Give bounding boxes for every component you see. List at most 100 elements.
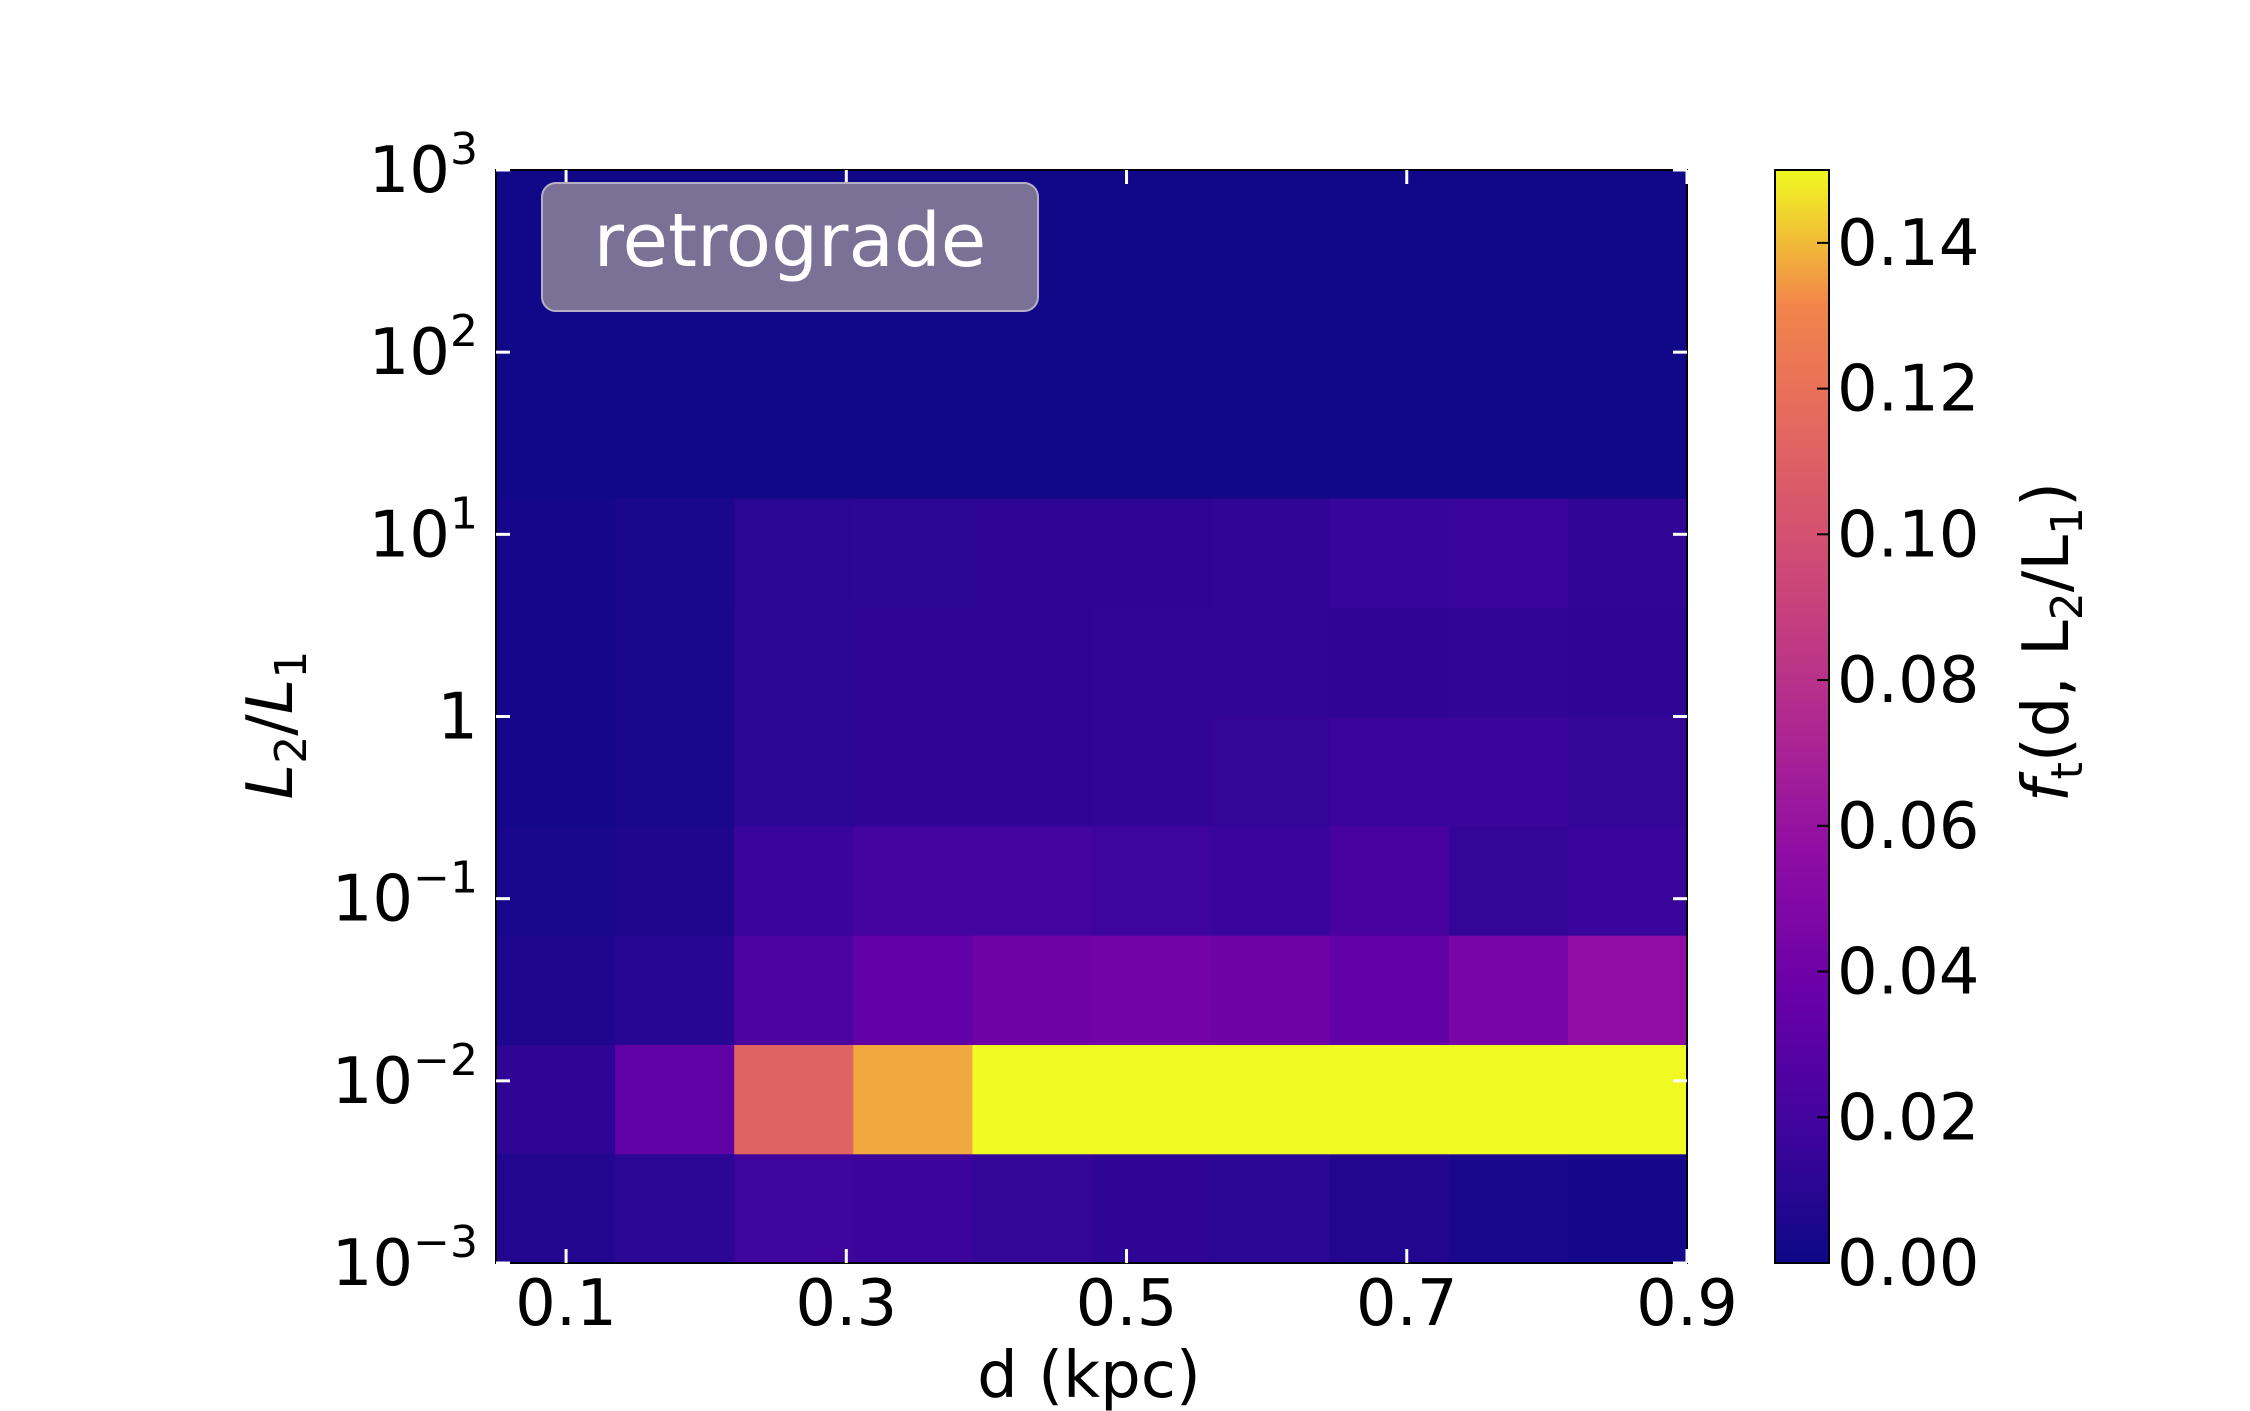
heatmap-cell: [1210, 1044, 1331, 1155]
heatmap-cell: [853, 607, 973, 718]
x-tick-labels: 0.1 0.3 0.5 0.7 0.9: [515, 1267, 1738, 1341]
heatmap-cell: [1329, 716, 1450, 827]
heatmap-cell: [972, 716, 1093, 827]
heatmap-cell: [615, 1153, 735, 1264]
heatmap-cell: [1567, 170, 1688, 499]
colorbar-tick-label: 0.08: [1837, 644, 1980, 718]
heatmap-cell: [1448, 170, 1569, 499]
heatmap-cell: [1448, 716, 1569, 827]
heatmap-cell: [1567, 716, 1688, 827]
heatmap-cell: [1091, 497, 1212, 608]
heatmap-cell: [615, 825, 735, 936]
heatmap-cell: [1448, 497, 1569, 608]
heatmap-cell: [1210, 497, 1331, 608]
heatmap-cell: [734, 1153, 854, 1264]
colorbar-tick-label: 0.02: [1837, 1081, 1980, 1155]
heatmap-cell: [496, 497, 616, 608]
heatmap-cell: [1091, 935, 1212, 1045]
colorbar-tick-label: 0.06: [1837, 790, 1980, 864]
heatmap-cell: [853, 1153, 973, 1264]
heatmap-cell: [972, 607, 1093, 718]
y-tick-label: 1: [437, 681, 478, 755]
heatmap-cell: [615, 935, 735, 1045]
y-tick-label: 101: [369, 488, 478, 572]
heatmap-cell: [972, 1044, 1093, 1155]
heatmap-cell: [853, 716, 973, 827]
x-tick-label: 0.9: [1636, 1267, 1738, 1341]
heatmap-cell: [1567, 497, 1688, 608]
colorbar-label: ft(d, L2/L1): [2010, 482, 2093, 802]
heatmap-cell: [615, 716, 735, 827]
heatmap-cell: [1210, 170, 1331, 499]
heatmap-cell: [734, 716, 854, 827]
heatmap-cell: [1448, 607, 1569, 718]
heatmap-cell: [1210, 1153, 1331, 1264]
heatmap-cell: [853, 497, 973, 608]
y-tick-label: 10−3: [332, 1217, 478, 1301]
heatmap-cell: [1329, 1044, 1450, 1155]
heatmap-cell: [1567, 1153, 1688, 1264]
heatmap-cell: [972, 825, 1093, 936]
heatmap-cell: [734, 1044, 854, 1155]
y-axis-label: L2/L1: [234, 651, 317, 800]
x-tick-label: 0.5: [1076, 1267, 1178, 1341]
heatmap-cell: [1091, 1044, 1212, 1155]
heatmap-cell: [496, 607, 616, 718]
heatmap-cell: [1210, 607, 1331, 718]
heatmap-cell: [1210, 825, 1331, 936]
heatmap-cell: [615, 1044, 735, 1155]
heatmap-cells: [496, 170, 1688, 1264]
colorbar-ticks: [1817, 241, 1829, 1264]
heatmap-cell: [972, 1153, 1093, 1264]
y-tick-labels: 10−3 10−2 10−1 1 101 102 103: [332, 124, 478, 1301]
heatmap-cell: [734, 607, 854, 718]
y-tick-label: 10−2: [332, 1035, 478, 1119]
heatmap-cell: [1567, 825, 1688, 936]
heatmap-cell: [1329, 607, 1450, 718]
heatmap-cell: [1448, 1153, 1569, 1264]
colorbar-tick-label: 0.00: [1837, 1227, 1980, 1301]
heatmap-cell: [734, 497, 854, 608]
x-tick-label: 0.1: [515, 1267, 617, 1341]
y-tick-label: 10−1: [332, 853, 478, 937]
heatmap-cell: [496, 825, 616, 936]
heatmap-cell: [615, 607, 735, 718]
heatmap-cell: [1091, 825, 1212, 936]
x-axis-label: d (kpc): [977, 1339, 1201, 1411]
heatmap-cell: [1210, 935, 1331, 1045]
heatmap-cell: [1567, 1044, 1688, 1155]
x-tick-label: 0.3: [795, 1267, 897, 1341]
heatmap-cell: [1448, 935, 1569, 1045]
heatmap-cell: [1567, 935, 1688, 1045]
heatmap-cell: [496, 1153, 616, 1264]
colorbar-tick-label: 0.14: [1837, 207, 1980, 281]
heatmap-cell: [853, 825, 973, 936]
heatmap-cell: [1329, 497, 1450, 608]
colorbar-tick-label: 0.12: [1837, 353, 1980, 427]
annotation-box: retrograde: [541, 182, 1039, 312]
heatmap-cell: [1448, 825, 1569, 936]
heatmap-cell: [734, 825, 854, 936]
heatmap-cell: [1091, 1153, 1212, 1264]
heatmap-cell: [1091, 607, 1212, 718]
heatmap-cell: [1210, 716, 1331, 827]
heatmap-cell: [972, 935, 1093, 1045]
heatmap-cell: [615, 497, 735, 608]
heatmap-cell: [496, 935, 616, 1045]
heatmap-cell: [972, 497, 1093, 608]
x-tick-label: 0.7: [1356, 1267, 1458, 1341]
heatmap-cell: [853, 1044, 973, 1155]
heatmap-cell: [1329, 170, 1450, 499]
heatmap-cell: [734, 935, 854, 1045]
heatmap-cell: [1329, 935, 1450, 1045]
colorbar-tick-labels: 0.00 0.02 0.04 0.06 0.08 0.10 0.12 0.14: [1837, 207, 1980, 1301]
colorbar-tick-label: 0.10: [1837, 498, 1980, 572]
annotation-text: retrograde: [594, 198, 987, 284]
heatmap-cell: [1448, 1044, 1569, 1155]
y-tick-label: 102: [369, 306, 478, 390]
heatmap-cell: [496, 716, 616, 827]
colorbar: [1774, 169, 1830, 1264]
inner-ticks: [496, 168, 1689, 1265]
heatmap-cell: [1329, 1153, 1450, 1264]
